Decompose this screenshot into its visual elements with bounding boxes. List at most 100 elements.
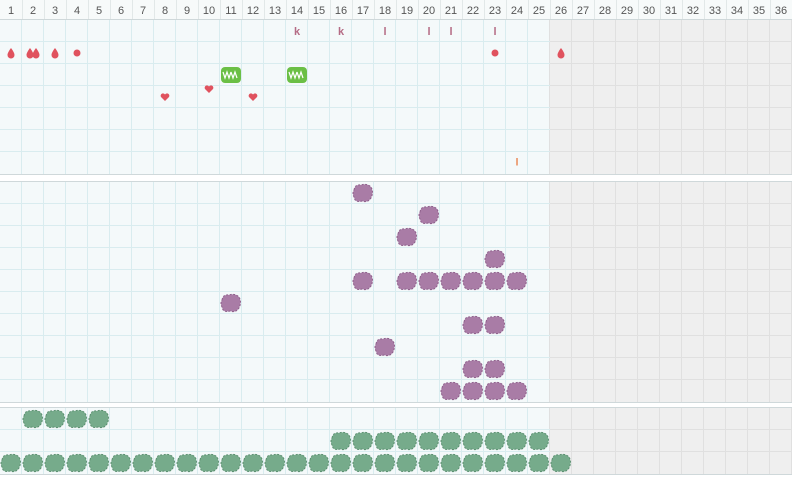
- blob-icon: [440, 271, 461, 291]
- blob-icon: [308, 453, 329, 473]
- blob-icon: [154, 453, 175, 473]
- blob-icon: [374, 431, 395, 451]
- day-letter: l: [493, 26, 496, 38]
- blob-icon: [506, 271, 527, 291]
- column-label: 12: [247, 5, 259, 17]
- heart-icon: [248, 93, 258, 101]
- column-label: 9: [184, 5, 190, 17]
- column-label: 22: [467, 5, 479, 17]
- column-label: 5: [96, 5, 102, 17]
- blob-icon: [66, 409, 87, 429]
- blob-icon: [484, 271, 505, 291]
- blob-icon: [484, 249, 505, 269]
- blob-icon: [484, 359, 505, 379]
- drop-icon: [557, 48, 565, 59]
- column-label: 17: [357, 5, 369, 17]
- blob-icon: [462, 271, 483, 291]
- day-letter: k: [338, 26, 345, 38]
- column-label: 19: [401, 5, 413, 17]
- column-label: 25: [533, 5, 545, 17]
- blob-icon: [88, 409, 109, 429]
- blob-icon: [22, 453, 43, 473]
- column-label: 20: [423, 5, 435, 17]
- blob-icon: [418, 205, 439, 225]
- column-label: 24: [511, 5, 523, 17]
- column-label: 18: [379, 5, 391, 17]
- blob-icon: [396, 227, 417, 247]
- blob-icon: [44, 453, 65, 473]
- column-label: 4: [74, 5, 80, 17]
- blob-icon: [506, 453, 527, 473]
- blob-icon: [440, 453, 461, 473]
- blob-icon: [506, 381, 527, 401]
- day-letter: l: [427, 26, 430, 38]
- blob-icon: [88, 453, 109, 473]
- column-label: 14: [291, 5, 303, 17]
- blob-icon: [440, 381, 461, 401]
- column-label: 34: [731, 5, 743, 17]
- blob-icon: [506, 431, 527, 451]
- green-tag: [221, 67, 241, 83]
- blob-icon: [484, 315, 505, 335]
- blob-icon: [374, 453, 395, 473]
- section-bg-off: [550, 20, 792, 174]
- blob-icon: [418, 271, 439, 291]
- dot-icon: [73, 49, 81, 57]
- column-label: 21: [445, 5, 457, 17]
- column-label: 30: [643, 5, 655, 17]
- small-letter: l: [516, 158, 519, 169]
- drop-icon: [7, 48, 15, 59]
- blob-icon: [176, 453, 197, 473]
- blob-icon: [198, 453, 219, 473]
- blob-icon: [0, 453, 21, 473]
- heart-icon: [160, 93, 170, 101]
- column-label: 35: [753, 5, 765, 17]
- blob-icon: [440, 431, 461, 451]
- blob-icon: [462, 381, 483, 401]
- column-label: 31: [665, 5, 677, 17]
- column-label: 3: [52, 5, 58, 17]
- column-label: 27: [577, 5, 589, 17]
- column-label: 15: [313, 5, 325, 17]
- blob-icon: [396, 431, 417, 451]
- section-bg-off: [550, 408, 792, 474]
- blob-icon: [352, 271, 373, 291]
- column-label: 16: [335, 5, 347, 17]
- blob-icon: [66, 453, 87, 473]
- blob-icon: [484, 453, 505, 473]
- drop-icon: [26, 48, 34, 59]
- blob-icon: [418, 453, 439, 473]
- blob-icon: [396, 453, 417, 473]
- blob-icon: [396, 271, 417, 291]
- blob-icon: [374, 337, 395, 357]
- day-letter: l: [449, 26, 452, 38]
- blob-icon: [330, 431, 351, 451]
- blob-icon: [220, 453, 241, 473]
- blob-icon: [242, 453, 263, 473]
- blob-icon: [352, 431, 373, 451]
- column-label: 28: [599, 5, 611, 17]
- column-label: 23: [489, 5, 501, 17]
- blob-icon: [462, 431, 483, 451]
- column-label: 13: [269, 5, 281, 17]
- blob-icon: [462, 453, 483, 473]
- blob-icon: [330, 453, 351, 473]
- green-tag: [287, 67, 307, 83]
- column-label: 29: [621, 5, 633, 17]
- column-label: 8: [162, 5, 168, 17]
- column-label: 7: [140, 5, 146, 17]
- blob-icon: [550, 453, 571, 473]
- blob-icon: [22, 409, 43, 429]
- blob-icon: [286, 453, 307, 473]
- day-letter: k: [294, 26, 301, 38]
- column-label: 26: [555, 5, 567, 17]
- blob-icon: [44, 409, 65, 429]
- column-label: 33: [709, 5, 721, 17]
- green-tag-mark: [288, 70, 304, 80]
- blob-icon: [110, 453, 131, 473]
- blob-icon: [484, 381, 505, 401]
- column-label: 1: [8, 5, 14, 17]
- blob-icon: [462, 315, 483, 335]
- blob-icon: [352, 453, 373, 473]
